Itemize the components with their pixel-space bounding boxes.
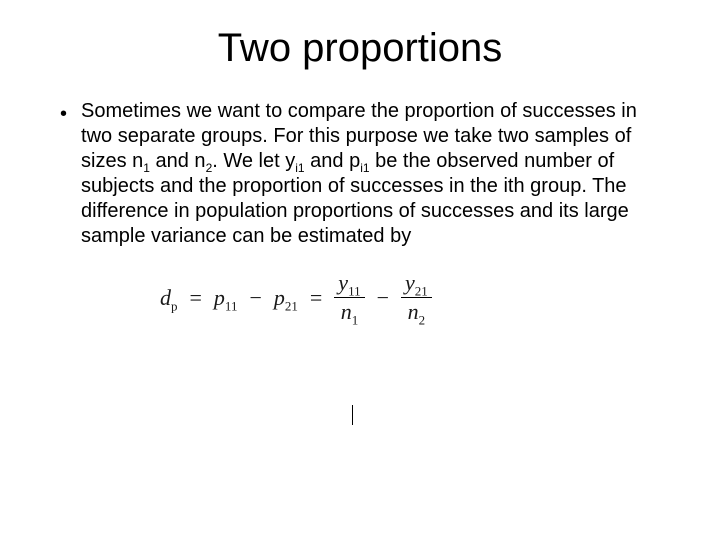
eq-sub: p: [171, 298, 178, 313]
eq-equals: =: [310, 285, 322, 311]
bullet-marker: •: [60, 101, 67, 127]
eq-sub: 21: [415, 283, 428, 298]
subscript: 1: [143, 161, 150, 175]
eq-var: n: [341, 299, 352, 324]
text-cursor: [352, 405, 353, 425]
eq-sub: 1: [352, 313, 359, 328]
subscript: i1: [295, 161, 304, 175]
bullet-item: • Sometimes we want to compare the propo…: [40, 99, 680, 249]
eq-var: p: [214, 285, 225, 310]
slide: Two proportions • Sometimes we want to c…: [0, 0, 720, 540]
fraction-numerator: y11: [334, 271, 364, 298]
text-part: and p: [305, 150, 361, 172]
eq-var: y: [338, 270, 348, 295]
fraction-denominator: n1: [337, 298, 363, 324]
minus-icon: −: [249, 285, 261, 311]
eq-equals: =: [190, 285, 202, 311]
eq-term: p11: [214, 285, 238, 311]
eq-var: n: [408, 299, 419, 324]
fraction-numerator: y21: [401, 271, 432, 298]
eq-fraction: y11 n1: [334, 271, 364, 324]
text-part: . We let y: [212, 150, 295, 172]
eq-term: p21: [274, 285, 298, 311]
eq-var: d: [160, 285, 171, 310]
eq-sub: 2: [419, 313, 426, 328]
eq-var: p: [274, 285, 285, 310]
subscript: i1: [360, 161, 369, 175]
eq-fraction: y21 n2: [401, 271, 432, 324]
equation: dp = p11 − p21 = y11 n1 − y21 n2: [160, 271, 680, 324]
bullet-text: Sometimes we want to compare the proport…: [81, 99, 660, 249]
eq-lhs: dp: [160, 285, 178, 311]
eq-sub: 21: [285, 298, 298, 313]
text-part: and n: [150, 150, 206, 172]
fraction-denominator: n2: [404, 298, 430, 324]
eq-sub: 11: [225, 298, 238, 313]
slide-title: Two proportions: [40, 26, 680, 71]
eq-sub: 11: [348, 283, 361, 298]
eq-var: y: [405, 270, 415, 295]
minus-icon: −: [377, 285, 389, 311]
